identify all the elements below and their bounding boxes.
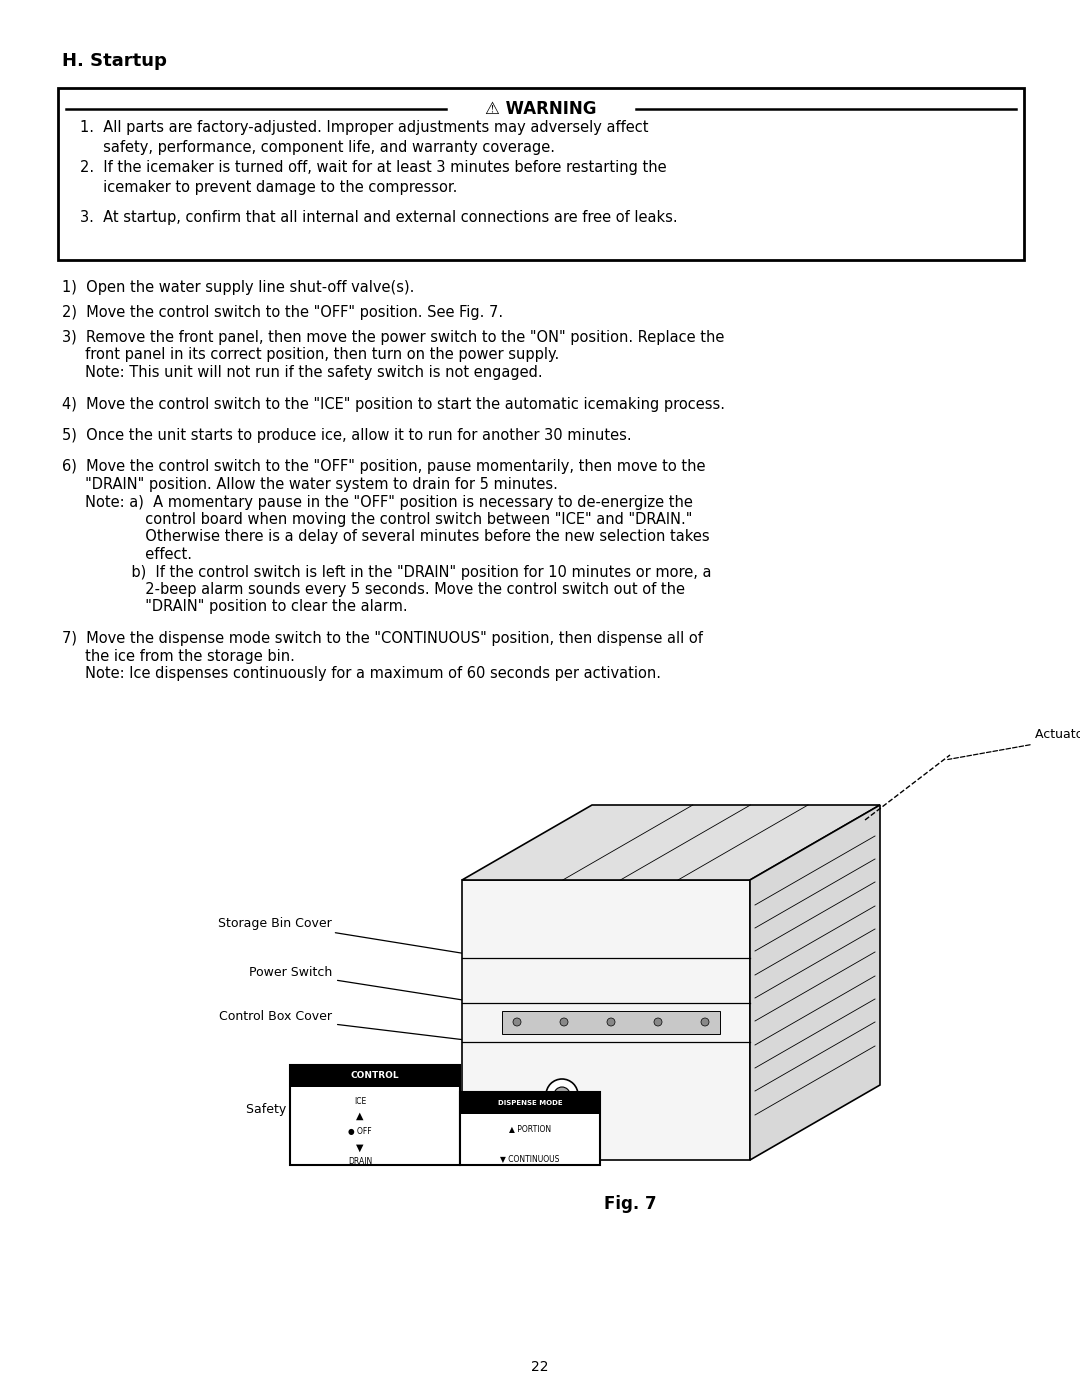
Text: "DRAIN" position. Allow the water system to drain for 5 minutes.: "DRAIN" position. Allow the water system… xyxy=(62,476,558,492)
Text: 6)  Move the control switch to the "OFF" position, pause momentarily, then move : 6) Move the control switch to the "OFF" … xyxy=(62,460,705,475)
Text: ● OFF: ● OFF xyxy=(348,1127,372,1136)
Circle shape xyxy=(607,1018,615,1025)
Bar xyxy=(462,880,750,1160)
Bar xyxy=(460,1092,600,1113)
Text: Storage Bin Cover: Storage Bin Cover xyxy=(218,916,488,958)
Polygon shape xyxy=(750,805,880,1160)
Text: "DRAIN" position to clear the alarm.: "DRAIN" position to clear the alarm. xyxy=(62,599,407,615)
Text: Otherwise there is a delay of several minutes before the new selection takes: Otherwise there is a delay of several mi… xyxy=(62,529,710,545)
Text: 2.  If the icemaker is turned off, wait for at least 3 minutes before restarting: 2. If the icemaker is turned off, wait f… xyxy=(80,161,666,194)
Text: 22: 22 xyxy=(531,1361,549,1375)
Polygon shape xyxy=(462,805,880,880)
Text: H. Startup: H. Startup xyxy=(62,52,167,70)
Text: ▲ PORTION: ▲ PORTION xyxy=(509,1125,551,1133)
Bar xyxy=(460,1092,600,1165)
Circle shape xyxy=(554,1087,570,1104)
Text: 5)  Once the unit starts to produce ice, allow it to run for another 30 minutes.: 5) Once the unit starts to produce ice, … xyxy=(62,427,632,443)
Text: the ice from the storage bin.: the ice from the storage bin. xyxy=(62,648,295,664)
Text: Note: This unit will not run if the safety switch is not engaged.: Note: This unit will not run if the safe… xyxy=(62,365,542,380)
Circle shape xyxy=(546,1078,578,1111)
Text: Fig. 7: Fig. 7 xyxy=(604,1194,657,1213)
Bar xyxy=(291,1065,460,1165)
Circle shape xyxy=(561,1018,568,1025)
Circle shape xyxy=(701,1018,708,1025)
Text: Control Box Cover: Control Box Cover xyxy=(219,1010,477,1044)
Text: Note: Ice dispenses continuously for a maximum of 60 seconds per activation.: Note: Ice dispenses continuously for a m… xyxy=(62,666,661,680)
Text: 3.  At startup, confirm that all internal and external connections are free of l: 3. At startup, confirm that all internal… xyxy=(80,210,677,225)
Text: effect.: effect. xyxy=(62,548,192,562)
Text: 3)  Remove the front panel, then move the power switch to the "ON" position. Rep: 3) Remove the front panel, then move the… xyxy=(62,330,725,345)
Text: ▲: ▲ xyxy=(356,1111,364,1120)
Text: front panel in its correct position, then turn on the power supply.: front panel in its correct position, the… xyxy=(62,348,559,362)
Text: ⚠ WARNING: ⚠ WARNING xyxy=(485,101,597,117)
Text: DRAIN: DRAIN xyxy=(348,1157,373,1166)
Text: 1)  Open the water supply line shut-off valve(s).: 1) Open the water supply line shut-off v… xyxy=(62,279,415,295)
Bar xyxy=(291,1065,460,1087)
Text: b)  If the control switch is left in the "DRAIN" position for 10 minutes or more: b) If the control switch is left in the … xyxy=(62,564,712,580)
Text: CONTROL: CONTROL xyxy=(351,1071,400,1080)
Text: Note: a)  A momentary pause in the "OFF" position is necessary to de-energize th: Note: a) A momentary pause in the "OFF" … xyxy=(62,495,693,510)
Text: ▼: ▼ xyxy=(356,1143,364,1153)
Circle shape xyxy=(513,1018,521,1025)
Text: DISPENSE MODE: DISPENSE MODE xyxy=(498,1099,563,1106)
Text: Power Switch: Power Switch xyxy=(248,967,477,1004)
Text: ▼ CONTINUOUS: ▼ CONTINUOUS xyxy=(500,1154,559,1162)
Circle shape xyxy=(654,1018,662,1025)
Text: 1.  All parts are factory-adjusted. Improper adjustments may adversely affect
  : 1. All parts are factory-adjusted. Impro… xyxy=(80,120,648,155)
Text: Safety Switch: Safety Switch xyxy=(246,1092,542,1116)
Text: 2)  Move the control switch to the "OFF" position. See Fig. 7.: 2) Move the control switch to the "OFF" … xyxy=(62,305,503,320)
Text: Actuator Paddle: Actuator Paddle xyxy=(948,728,1080,760)
Text: 7)  Move the dispense mode switch to the "CONTINUOUS" position, then dispense al: 7) Move the dispense mode switch to the … xyxy=(62,631,703,645)
Text: 2-beep alarm sounds every 5 seconds. Move the control switch out of the: 2-beep alarm sounds every 5 seconds. Mov… xyxy=(62,583,685,597)
Bar xyxy=(58,88,1024,260)
Bar xyxy=(502,1011,720,1034)
Text: control board when moving the control switch between "ICE" and "DRAIN.": control board when moving the control sw… xyxy=(62,511,692,527)
Text: ICE: ICE xyxy=(354,1097,366,1106)
Text: 4)  Move the control switch to the "ICE" position to start the automatic icemaki: 4) Move the control switch to the "ICE" … xyxy=(62,397,725,412)
